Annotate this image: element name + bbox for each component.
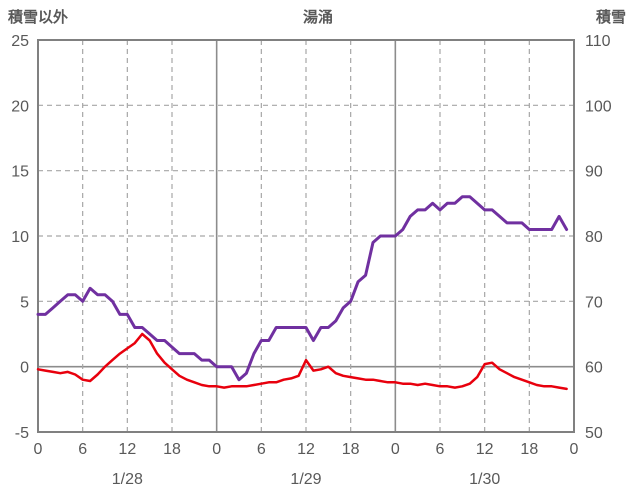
left-axis-tick-label: -5	[15, 425, 29, 442]
hour-tick-label: 0	[570, 441, 579, 458]
hour-tick-label: 12	[118, 441, 136, 458]
chart-title: 湯涌	[302, 9, 333, 26]
hour-tick-label: 18	[342, 441, 360, 458]
left-axis-title: 積雪以外	[8, 9, 69, 26]
series-line-red	[36, 332, 568, 391]
date-label: 1/29	[290, 471, 321, 488]
series-line-purple	[36, 195, 569, 382]
left-axis-tick-label: 25	[11, 33, 29, 50]
hour-tick-label: 6	[78, 441, 87, 458]
hour-tick-label: 0	[391, 441, 400, 458]
right-axis-tick-label: 70	[585, 294, 603, 311]
right-axis-tick-label: 100	[585, 98, 612, 115]
left-axis-tick-label: 5	[20, 294, 29, 311]
date-label: 1/30	[469, 471, 500, 488]
hour-tick-label: 18	[163, 441, 181, 458]
right-axis-title: 積雪	[595, 9, 626, 26]
right-axis-tick-label: 90	[585, 164, 603, 181]
left-axis-tick-label: 10	[11, 229, 29, 246]
left-axis-tick-label: 15	[11, 164, 29, 181]
hour-tick-label: 0	[212, 441, 221, 458]
right-axis-tick-label: 110	[585, 33, 611, 50]
date-label: 1/28	[112, 471, 143, 488]
right-axis-tick-label: 80	[585, 229, 603, 246]
right-axis-tick-label: 50	[585, 425, 603, 442]
hour-tick-label: 18	[520, 441, 538, 458]
hour-tick-label: 12	[476, 441, 494, 458]
left-axis-tick-label: 0	[20, 360, 29, 377]
hour-tick-label: 12	[297, 441, 315, 458]
hour-tick-label: 6	[257, 441, 266, 458]
right-axis-tick-label: 60	[585, 360, 603, 377]
left-axis-tick-label: 20	[11, 98, 29, 115]
hour-tick-label: 0	[34, 441, 43, 458]
plot-frame	[37, 39, 575, 433]
hour-tick-label: 6	[436, 441, 445, 458]
